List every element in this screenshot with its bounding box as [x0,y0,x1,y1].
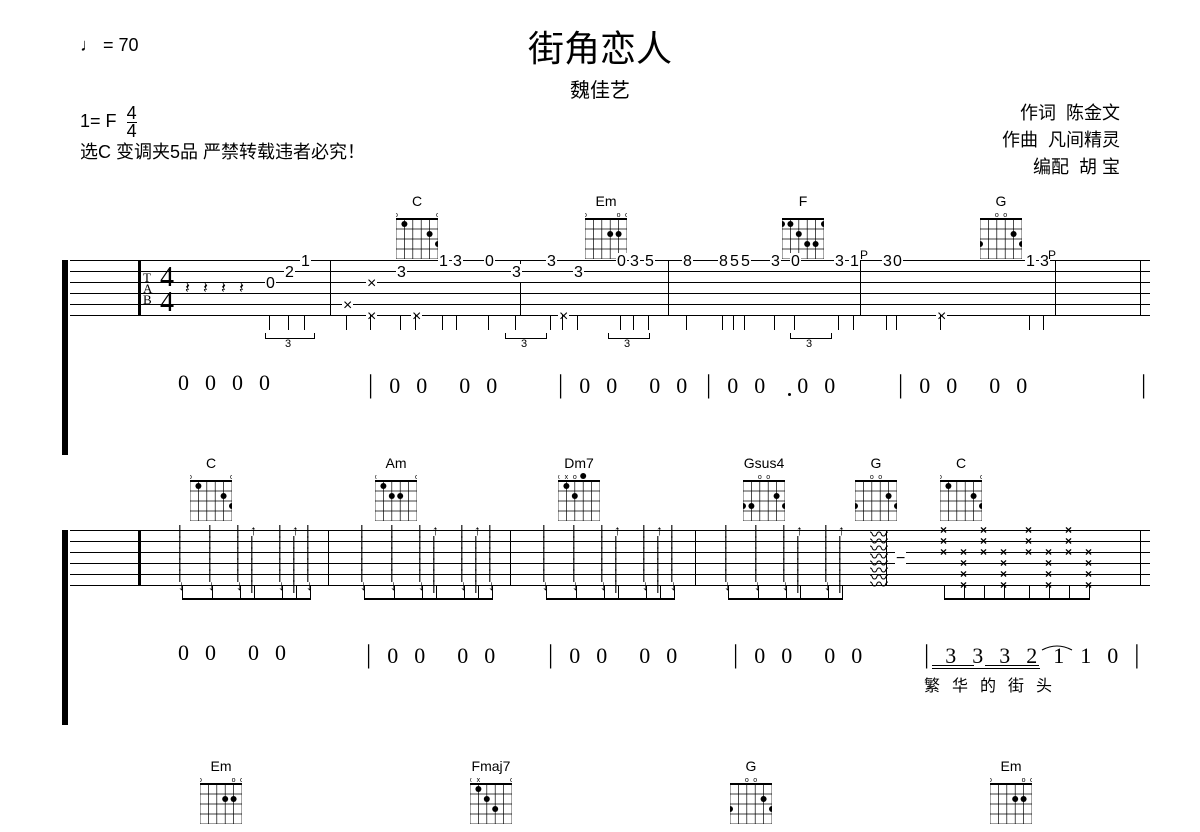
svg-text:x: x [565,474,569,481]
svg-text:o: o [766,474,770,481]
chord-diagram: G oo [980,193,1022,259]
chord-diagram: C oo [396,193,438,259]
credits: 作词陈金文 作曲凡间精灵 编配胡 宝 [1002,100,1120,181]
svg-text:o: o [758,474,762,481]
svg-text:o: o [510,777,512,784]
chord-diagram: Am xo [375,455,417,521]
svg-text:o: o [436,212,438,219]
svg-text:o: o [1030,777,1032,784]
chord-diagram: C oo [190,455,232,521]
svg-text:o: o [190,474,192,481]
svg-text:o: o [232,777,236,784]
svg-text:o: o [230,474,232,481]
tab-staff: |||||↓|||||↓|||||↓↑||||||||||↓↑|||||||||… [70,530,1150,600]
svg-text:x: x [477,777,481,784]
svg-text:o: o [617,212,621,219]
chord-diagram: Em ooo [990,758,1032,824]
tempo-marking: ♩ = 70 [80,35,139,56]
svg-text:o: o [573,474,577,481]
svg-text:x: x [375,474,377,481]
svg-text:o: o [396,212,398,219]
chord-diagram: Em ooo [200,758,242,824]
chord-diagram: Dm7 xxo [558,455,600,521]
artist-name: 魏佳艺 [0,74,1200,103]
svg-text:o: o [990,777,992,784]
chord-diagram: G oo [855,455,897,521]
svg-text:x: x [470,777,472,784]
svg-text:o: o [940,474,942,481]
key-info: 1= F 44 选C 变调夹5品 严禁转载违者必究！ [80,105,365,166]
svg-text:x: x [558,474,560,481]
chord-diagram: C oo [940,455,982,521]
svg-text:o: o [240,777,242,784]
svg-text:o: o [870,474,874,481]
svg-text:o: o [585,212,587,219]
svg-text:o: o [1003,212,1007,219]
svg-text:o: o [415,474,417,481]
svg-text:o: o [1022,777,1026,784]
svg-text:o: o [745,777,749,784]
tab-staff: TAB44𝄽𝄽𝄽𝄽021×××3×13033×30358855303130×13… [70,260,1150,330]
svg-text:o: o [878,474,882,481]
chord-diagram: G oo [730,758,772,824]
chord-diagram: F [782,193,824,259]
song-title: 街角恋人 [0,20,1200,72]
chord-diagram: Gsus4 oo [743,455,785,521]
svg-text:o: o [200,777,202,784]
chord-diagram: Fmaj7 xxo [470,758,512,824]
chord-diagram: Em ooo [585,193,627,259]
svg-text:o: o [995,212,999,219]
svg-text:o: o [753,777,757,784]
svg-text:o: o [625,212,627,219]
svg-text:o: o [980,474,982,481]
